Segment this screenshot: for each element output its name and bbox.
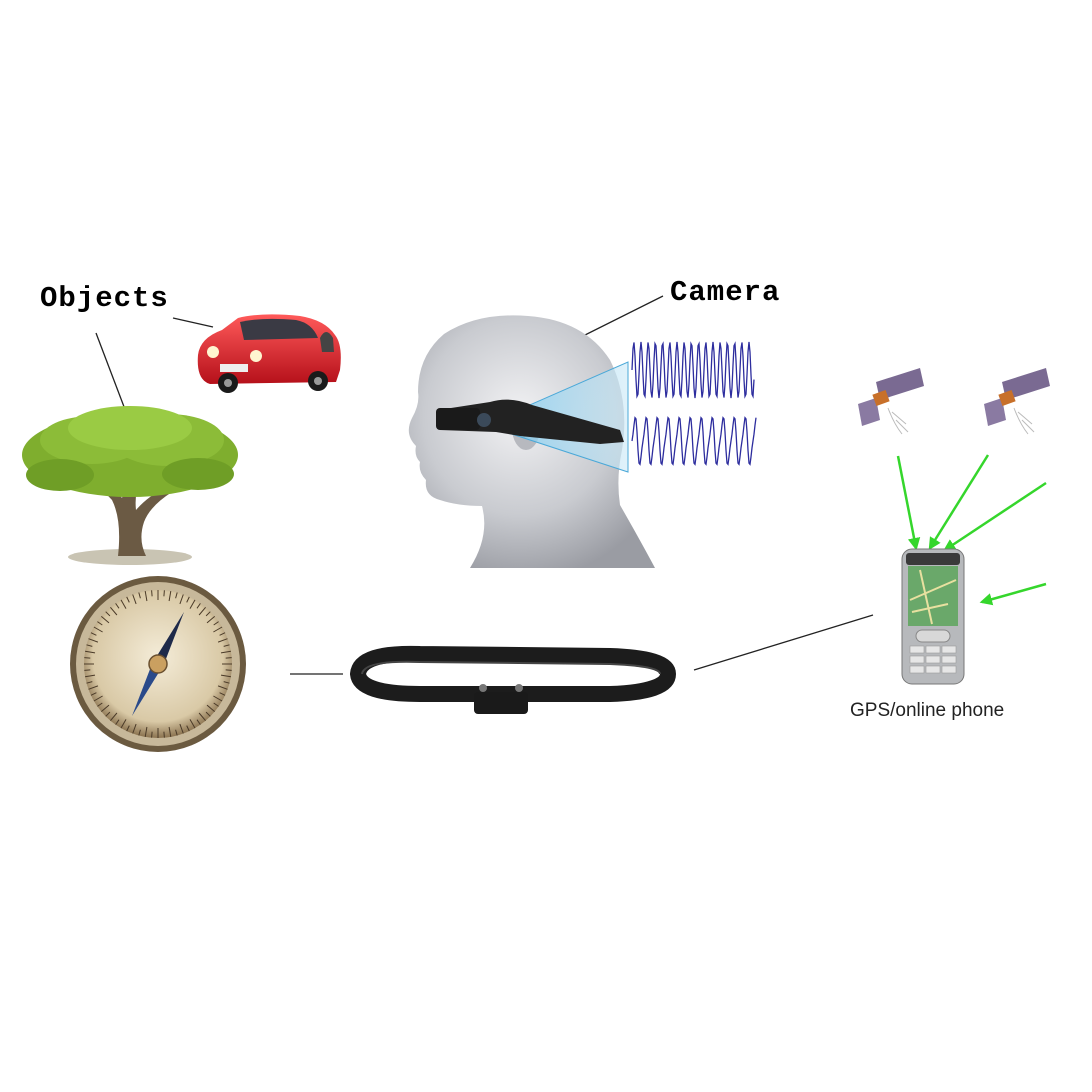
camera-label: Camera: [670, 276, 780, 309]
compass-tick: [85, 674, 96, 678]
belt-image: [349, 645, 677, 714]
compass-tick: [86, 681, 93, 684]
compass-tick: [196, 603, 201, 609]
satellite-image: [858, 368, 924, 435]
objects-to-car-line: [172, 317, 214, 328]
compass-tick: [90, 632, 97, 636]
signal-arrow-1: [896, 455, 921, 551]
compass-tick: [90, 692, 97, 696]
compass-tick: [132, 594, 137, 605]
compass-tick: [105, 711, 111, 717]
compass-tick: [97, 621, 103, 626]
compass-tick: [132, 723, 137, 734]
compass-tick: [196, 719, 201, 725]
compass-image: [70, 576, 246, 752]
compass-tick: [84, 669, 91, 671]
compass-tick: [186, 596, 190, 603]
phone-label: GPS/online phone: [850, 700, 1004, 721]
compass-tick: [100, 704, 110, 712]
head-with-camera-image: [408, 315, 655, 568]
compass-tick: [144, 726, 148, 737]
signal-arrow-3: [942, 481, 1047, 552]
compass-tick: [206, 704, 216, 712]
tree-image: [22, 406, 238, 565]
compass-tick: [163, 731, 165, 738]
compass-tick: [213, 702, 219, 707]
car-image: [197, 314, 341, 393]
compass-tick: [186, 725, 190, 732]
compass-tick: [97, 702, 103, 707]
compass-tick: [189, 719, 196, 729]
compass-tick: [205, 711, 211, 717]
compass-tick: [219, 632, 226, 636]
compass-tick: [120, 719, 127, 729]
compass-tick: [85, 650, 96, 654]
objects-to-tree-line: [95, 332, 127, 413]
compass-tick: [219, 692, 226, 696]
compass-tick: [217, 638, 228, 643]
wave-bottom: [631, 416, 757, 466]
compass-tick: [110, 606, 118, 616]
compass-tick: [115, 603, 120, 609]
compass-tick: [217, 685, 228, 690]
compass-tick: [144, 591, 148, 602]
compass-tick: [138, 592, 141, 599]
compass-tick: [86, 644, 93, 647]
compass-tick: [223, 681, 230, 684]
compass-tick: [189, 599, 196, 609]
compass-tick: [179, 723, 184, 734]
objects-label: Objects: [40, 282, 169, 315]
compass-tick: [126, 725, 130, 732]
compass-tick: [138, 729, 141, 736]
compass-tick: [100, 616, 110, 624]
compass-tick: [120, 599, 127, 609]
compass-tick: [220, 674, 231, 678]
compass-tick: [175, 729, 178, 736]
compass-tick: [213, 626, 223, 633]
compass-tick: [175, 592, 178, 599]
belt-to-phone-line: [693, 614, 874, 671]
compass-tick: [168, 726, 172, 737]
compass-tick: [93, 695, 103, 702]
compass-tick: [88, 685, 99, 690]
compass-tick: [220, 650, 231, 654]
compass-tick: [205, 611, 211, 617]
signal-waves: [631, 341, 757, 466]
compass-tick: [110, 712, 118, 722]
compass-tick: [151, 590, 153, 597]
compass-tick: [225, 657, 232, 659]
compass-tick: [84, 657, 91, 659]
compass-tick: [225, 669, 232, 671]
satellite-image-2: [984, 368, 1050, 435]
compass-tick: [115, 719, 120, 725]
compass-tick: [151, 731, 153, 738]
compass-tick: [198, 606, 206, 616]
compass-tick: [88, 638, 99, 643]
compass-tick: [223, 644, 230, 647]
compass-tick: [168, 591, 172, 602]
wave-top: [631, 341, 755, 399]
phone-image: [901, 548, 965, 685]
compass-tick: [163, 590, 165, 597]
compass-tick: [206, 616, 216, 624]
compass-tick: [126, 596, 130, 603]
compass-tick: [213, 621, 219, 626]
signal-arrow-4: [979, 582, 1047, 606]
compass-tick: [198, 712, 206, 722]
signal-arrow-2: [928, 454, 990, 551]
compass-tick: [213, 695, 223, 702]
compass-tick: [93, 626, 103, 633]
gps-signal-arrows: [896, 454, 1047, 606]
compass-tick: [179, 594, 184, 605]
compass-tick: [105, 611, 111, 617]
